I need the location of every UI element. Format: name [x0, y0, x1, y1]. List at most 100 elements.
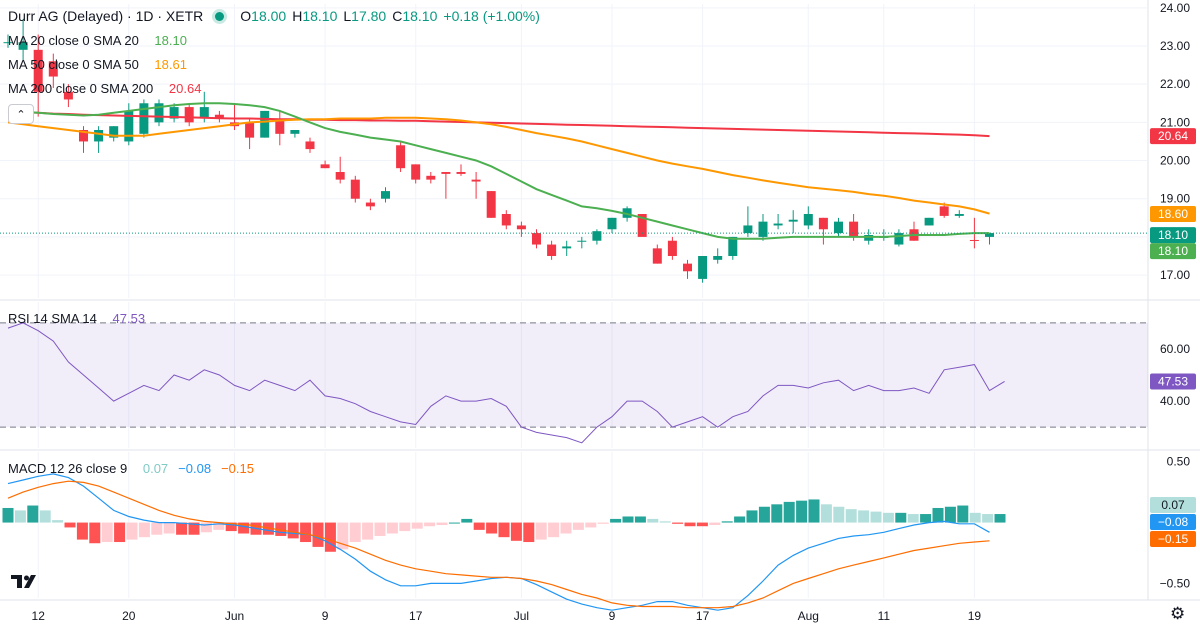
macd-histogram-bar: [969, 512, 981, 523]
legend-ma200[interactable]: MA 200 close 0 SMA 200 20.64: [8, 81, 205, 96]
candle-body: [320, 164, 330, 169]
candle-body: [803, 214, 813, 226]
macd-histogram-bar: [610, 518, 622, 523]
close-value: 18.10: [402, 8, 438, 24]
candle-body: [516, 225, 526, 230]
macd-histogram-bar: [709, 522, 721, 525]
candle-body: [985, 233, 994, 237]
signal-line: [7, 480, 990, 609]
rsi-tick-label: 60.00: [1160, 342, 1190, 356]
candle-body: [547, 244, 557, 256]
symbol-title[interactable]: Durr AG (Delayed) · 1D · XETR: [8, 8, 204, 24]
macd-signal-badge-bg: [1150, 531, 1196, 547]
macd-histogram-bar: [858, 510, 870, 523]
price-tick-label: 24.00: [1160, 1, 1190, 15]
x-tick-label: 20: [122, 609, 136, 623]
macd-histogram-bar: [349, 522, 361, 543]
macd-histogram-bar: [448, 522, 460, 524]
macd-value-badge-bg: [1150, 514, 1196, 530]
macd-histogram-bar: [585, 522, 597, 528]
macd-histogram-bar: [114, 522, 126, 543]
macd-histogram-bar: [920, 514, 932, 523]
ma20-line: [7, 102, 990, 240]
candle-body: [3, 42, 13, 44]
macd-histogram-bar: [659, 521, 671, 523]
macd-histogram-bar: [238, 522, 250, 534]
candle-body: [48, 61, 58, 77]
macd-histogram-bar: [758, 506, 770, 523]
price-badge: 18.10: [1158, 228, 1188, 242]
candle-body: [79, 130, 88, 142]
macd-histogram-bar: [833, 506, 845, 523]
candle-body: [396, 145, 406, 169]
x-tick-label: Aug: [798, 609, 819, 623]
macd-histogram-bar: [337, 522, 349, 550]
x-tick-label: 19: [968, 609, 982, 623]
macd-histogram-bar: [213, 522, 225, 530]
rsi-tick-label: 40.00: [1160, 394, 1190, 408]
macd-histogram-bar: [734, 516, 746, 523]
macd-histogram-bar: [808, 499, 820, 523]
chevron-up-icon[interactable]: ⌃: [8, 104, 34, 124]
candle-body: [939, 206, 949, 216]
macd-histogram-bar: [188, 522, 200, 535]
candle-body: [335, 172, 345, 180]
legend-rsi-value: 47.53: [112, 311, 146, 326]
price-badge-bg: [1150, 128, 1196, 145]
candle-body: [501, 214, 511, 226]
macd-histogram-bar: [101, 522, 113, 543]
macd-histogram-bar: [374, 522, 386, 536]
candle-body: [471, 179, 481, 182]
macd-histogram-bar: [2, 507, 14, 523]
macd-histogram-bar: [696, 522, 708, 527]
price-tick-label: 22.00: [1160, 77, 1190, 91]
price-tick-label: 21.00: [1160, 115, 1190, 129]
macd-tick-label: −0.50: [1160, 576, 1191, 590]
candle-body: [592, 231, 602, 241]
macd-histogram-bar: [982, 514, 994, 523]
legend-rsi[interactable]: RSI 14 SMA 14 47.53: [8, 311, 149, 326]
legend-ma50[interactable]: MA 50 close 0 SMA 50 18.61: [8, 57, 191, 72]
candle-body: [290, 130, 300, 134]
tradingview-logo-icon[interactable]: [10, 571, 38, 591]
legend-rsi-label: RSI 14 SMA 14: [8, 311, 97, 326]
macd-histogram-bar: [944, 506, 956, 523]
legend-macd[interactable]: MACD 12 26 close 9 0.07 −0.08 −0.15: [8, 461, 258, 476]
macd-histogram-bar: [39, 510, 51, 523]
macd-histogram-bar: [746, 510, 758, 523]
candle-body: [33, 49, 43, 92]
x-tick-label: Jun: [225, 609, 244, 623]
x-tick-label: 17: [696, 609, 710, 623]
candle-body: [652, 248, 662, 264]
price-badge: 20.64: [1158, 129, 1188, 143]
candle-body: [426, 175, 436, 180]
macd-histogram-bar: [76, 522, 88, 540]
macd-histogram-bar: [262, 522, 274, 535]
candle-body: [441, 172, 451, 174]
candle-body: [818, 217, 828, 230]
macd-histogram-bar: [14, 510, 26, 523]
macd-histogram-bar: [845, 509, 857, 523]
macd-histogram-bar: [461, 518, 473, 523]
macd-histogram-bar: [486, 522, 498, 534]
legend-ma20[interactable]: MA 20 close 0 SMA 20 18.10: [8, 33, 191, 48]
gear-icon[interactable]: ⚙: [1170, 604, 1186, 623]
macd-histogram-bar: [783, 501, 795, 523]
macd-histogram-bar: [721, 521, 733, 523]
high-value: 18.10: [302, 8, 338, 24]
macd-histogram-bar: [957, 505, 969, 523]
candle-body: [139, 103, 149, 134]
candle-body: [199, 107, 209, 119]
ma50-line: [7, 116, 990, 215]
macd-histogram-bar: [138, 522, 150, 538]
rsi-line: [7, 322, 1005, 444]
price-tick-label: 17.00: [1160, 268, 1190, 282]
macd-tick-label: 0.50: [1167, 455, 1191, 469]
legend-ma50-label: MA 50 close 0 SMA 50: [8, 57, 139, 72]
macd-histogram-bar: [27, 505, 39, 523]
candle-body: [637, 214, 647, 237]
macd-histogram-bar: [870, 511, 882, 523]
candle-body: [773, 223, 783, 226]
candle-body: [969, 239, 979, 241]
